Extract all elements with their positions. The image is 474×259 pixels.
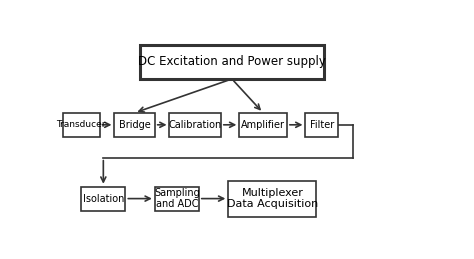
FancyBboxPatch shape [114, 113, 155, 137]
Text: Sampling
and ADC: Sampling and ADC [154, 188, 200, 209]
Text: Bridge: Bridge [118, 120, 150, 130]
FancyBboxPatch shape [169, 113, 221, 137]
Text: Calibration: Calibration [169, 120, 222, 130]
FancyBboxPatch shape [228, 181, 316, 217]
Text: DC Excitation and Power supply: DC Excitation and Power supply [138, 55, 326, 68]
FancyBboxPatch shape [82, 187, 125, 211]
Text: Isolation: Isolation [82, 193, 124, 204]
FancyBboxPatch shape [155, 187, 199, 211]
Text: Amplifier: Amplifier [241, 120, 285, 130]
Text: Transducer: Transducer [56, 120, 106, 129]
FancyBboxPatch shape [239, 113, 287, 137]
FancyBboxPatch shape [63, 113, 100, 137]
FancyBboxPatch shape [140, 45, 324, 79]
FancyBboxPatch shape [305, 113, 338, 137]
Text: Multiplexer
Data Acquisition: Multiplexer Data Acquisition [227, 188, 318, 209]
Text: Filter: Filter [310, 120, 334, 130]
